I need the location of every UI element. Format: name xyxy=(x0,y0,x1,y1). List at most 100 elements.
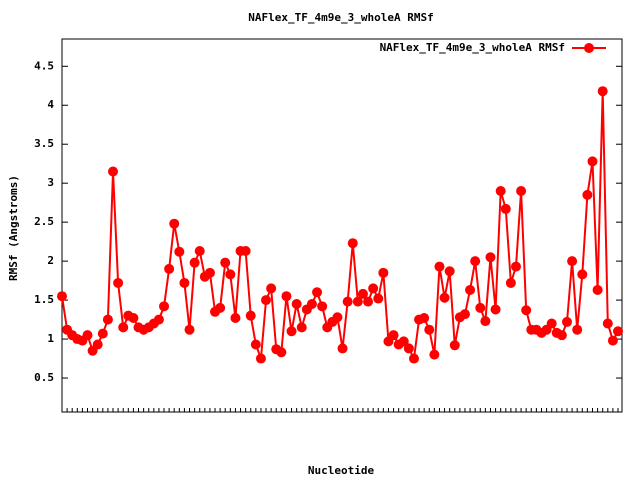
y-tick-label: 3.5 xyxy=(34,137,54,150)
data-point xyxy=(567,256,578,267)
data-point xyxy=(408,353,419,364)
data-point xyxy=(510,261,521,272)
y-tick-label: 4 xyxy=(47,98,54,111)
data-point xyxy=(245,310,256,321)
data-point xyxy=(92,339,103,350)
data-point xyxy=(403,343,414,354)
data-point xyxy=(189,257,200,268)
data-point xyxy=(255,353,266,364)
y-tick-label: 2 xyxy=(47,254,54,267)
data-point xyxy=(179,277,190,288)
data-point xyxy=(459,309,470,320)
data-point xyxy=(572,324,583,335)
data-point xyxy=(480,316,491,327)
data-point xyxy=(449,340,460,351)
data-point xyxy=(500,203,511,214)
y-tick-label: 4.5 xyxy=(34,59,54,72)
data-point xyxy=(465,284,476,295)
data-point xyxy=(613,326,623,337)
data-point xyxy=(597,86,608,97)
data-point xyxy=(577,269,588,280)
data-point xyxy=(113,277,124,288)
data-point xyxy=(230,313,241,324)
data-point xyxy=(291,298,302,309)
data-point xyxy=(164,263,175,274)
data-point xyxy=(556,330,567,341)
data-point xyxy=(261,295,272,306)
data-point xyxy=(475,302,486,313)
data-point xyxy=(368,283,379,294)
y-tick-label: 3 xyxy=(47,176,54,189)
data-point xyxy=(388,330,399,341)
data-point xyxy=(429,349,440,360)
data-point xyxy=(337,343,348,354)
data-point xyxy=(607,335,618,346)
x-axis-label: Nucleotide xyxy=(308,464,375,477)
data-point xyxy=(332,312,343,323)
data-point xyxy=(439,292,450,303)
data-point xyxy=(312,287,323,298)
data-point xyxy=(342,296,353,307)
data-point xyxy=(296,322,307,333)
data-point xyxy=(159,301,170,312)
data-point xyxy=(363,296,374,307)
data-point xyxy=(174,246,185,257)
data-point xyxy=(317,301,328,312)
plot-frame xyxy=(61,38,623,413)
data-point xyxy=(490,304,501,315)
data-point xyxy=(57,291,67,302)
data-point xyxy=(398,336,409,347)
data-point xyxy=(602,318,613,329)
data-point xyxy=(521,305,532,316)
data-point xyxy=(306,298,317,309)
data-point xyxy=(250,339,261,350)
data-point xyxy=(378,267,389,278)
data-point xyxy=(546,318,557,329)
data-point xyxy=(184,324,195,335)
chart-title: NAFlex_TF_4m9e_3_wholeA RMSf xyxy=(248,11,433,24)
data-point xyxy=(470,256,481,267)
y-tick-label: 2.5 xyxy=(34,215,54,228)
data-point xyxy=(347,238,358,249)
legend-marker xyxy=(584,43,594,53)
data-point xyxy=(128,313,139,324)
data-point xyxy=(444,266,455,277)
y-tick-label: 1 xyxy=(47,332,54,345)
y-tick-label: 0.5 xyxy=(34,371,54,384)
data-point xyxy=(495,185,506,196)
data-point xyxy=(108,166,119,177)
data-point xyxy=(204,267,215,278)
data-point xyxy=(118,322,129,333)
data-point xyxy=(286,326,297,337)
data-point xyxy=(505,277,516,288)
data-point xyxy=(82,330,93,341)
data-point xyxy=(582,189,593,200)
data-point xyxy=(357,288,368,299)
data-point xyxy=(373,293,384,304)
data-point xyxy=(240,245,251,256)
data-point xyxy=(215,302,226,313)
y-axis-label: RMSf (Angstroms) xyxy=(7,175,20,281)
y-tick-label: 1.5 xyxy=(34,293,54,306)
data-point xyxy=(220,257,231,268)
legend-label: NAFlex_TF_4m9e_3_wholeA RMSf xyxy=(380,41,565,54)
data-point xyxy=(587,156,598,167)
data-point xyxy=(102,314,113,325)
data-point xyxy=(352,296,363,307)
data-point xyxy=(169,218,180,229)
data-point xyxy=(225,269,236,280)
data-point xyxy=(434,261,445,272)
data-point xyxy=(592,284,603,295)
data-point xyxy=(97,328,108,339)
data-point xyxy=(266,283,277,294)
data-point xyxy=(194,245,205,256)
data-point xyxy=(153,314,164,325)
data-point xyxy=(419,313,430,324)
data-point xyxy=(561,316,572,327)
data-point xyxy=(276,347,287,358)
data-point xyxy=(424,324,435,335)
data-point xyxy=(485,252,496,263)
data-point xyxy=(516,185,527,196)
